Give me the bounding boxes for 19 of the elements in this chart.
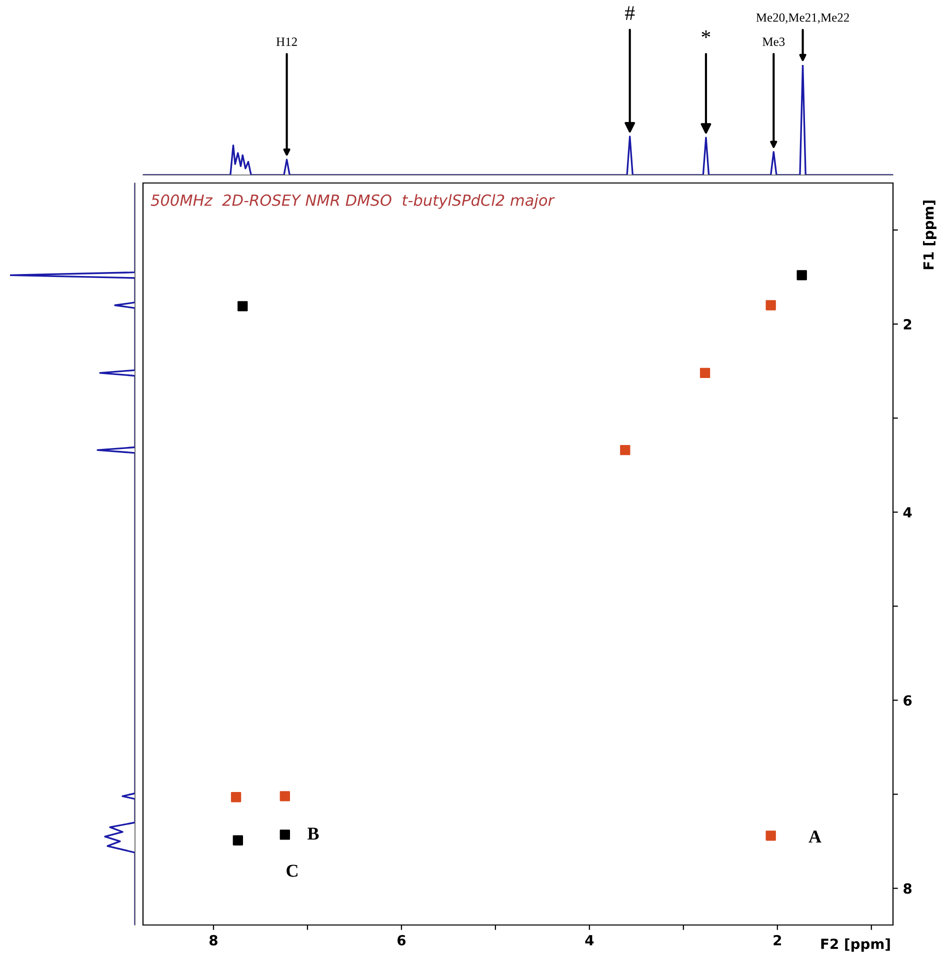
y-tick-label: 4 <box>903 507 912 518</box>
annotation: B <box>308 828 319 840</box>
annotation: H12 <box>276 38 297 46</box>
y-axis-title: F1 [ppm] <box>923 200 936 270</box>
x-tick-label: 2 <box>774 934 782 946</box>
x-tick-label: 6 <box>397 934 406 946</box>
y-tick-label: 6 <box>904 695 912 706</box>
annotation: Me3 <box>762 38 785 46</box>
x-tick-label: 8 <box>210 934 218 946</box>
annotation: Me20,Me21,Me22 <box>756 13 849 24</box>
y-tick-label: 8 <box>904 883 912 894</box>
annotation: * <box>702 30 710 38</box>
annotation: C <box>286 864 298 877</box>
x-axis-title: F2 [ppm] <box>821 938 890 952</box>
x-tick-label: 4 <box>585 935 594 946</box>
y-tick-label: 2 <box>904 319 912 330</box>
annotation: A <box>808 830 822 843</box>
text: 500MHz 2D-ROSEY NMR DMSO t-butylSPdCl2 major <box>150 194 555 209</box>
annotation: # <box>625 6 635 20</box>
